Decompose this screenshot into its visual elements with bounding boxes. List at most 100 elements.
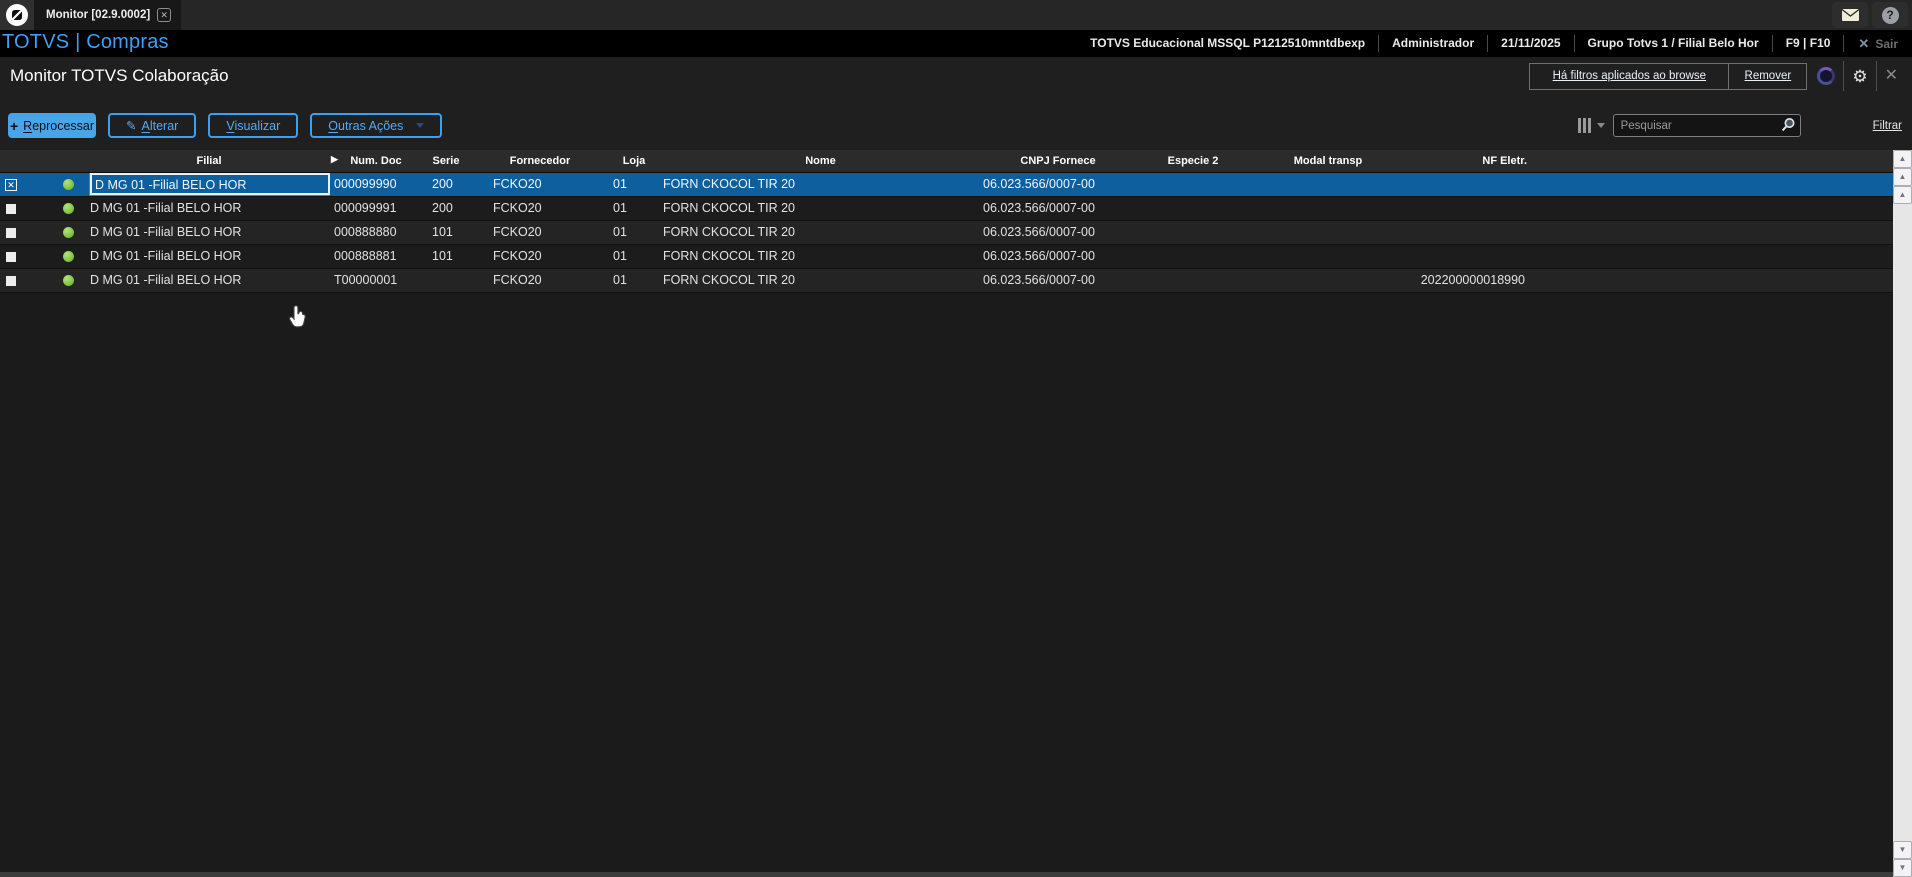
cell-select[interactable] [0, 268, 22, 292]
cell-fornecedor[interactable]: FCKO20 [493, 273, 542, 287]
filters-applied-link[interactable]: Há filtros aplicados ao browse [1552, 70, 1707, 82]
cell-especie2[interactable] [1133, 220, 1253, 244]
settings-button[interactable]: ⚙ [1852, 68, 1867, 85]
table-row[interactable]: D MG 01 -Filial BELO HOR T00000001 FCKO20 0… [0, 268, 1893, 292]
visualizar-button[interactable]: Visualizar [208, 113, 299, 138]
header-serie[interactable]: Serie [422, 150, 470, 173]
cell-filial[interactable]: D MG 01 -Filial BELO HOR [90, 273, 242, 287]
header-nome[interactable]: Nome [658, 150, 983, 173]
cell-fornecedor[interactable]: FCKO20 [493, 225, 542, 239]
cell-nome[interactable]: FORN CKOCOL TIR 20 [663, 273, 795, 287]
header-cnpj[interactable]: CNPJ Fornece [983, 150, 1133, 173]
cell-modal-transp[interactable] [1253, 220, 1403, 244]
cell-especie2[interactable] [1133, 268, 1253, 292]
cell-modal-transp[interactable] [1253, 244, 1403, 268]
cell-loja[interactable]: 01 [613, 273, 627, 287]
cell-cnpj[interactable]: 06.023.566/0007-00 [983, 249, 1095, 263]
checkbox-icon[interactable] [6, 275, 16, 286]
outras-acoes-button[interactable]: Outras Ações [310, 113, 443, 138]
mail-button[interactable] [1832, 2, 1868, 28]
help-button[interactable]: ? [1872, 2, 1908, 28]
cell-modal-transp[interactable] [1253, 268, 1403, 292]
cell-filial[interactable]: D MG 01 -Filial BELO HOR [90, 249, 242, 263]
header-fornecedor[interactable]: Fornecedor [470, 150, 610, 173]
cell-loja[interactable]: 01 [613, 249, 627, 263]
tab-monitor[interactable]: Monitor [02.9.0002] ✕ [34, 0, 182, 30]
cell-especie2[interactable] [1133, 244, 1253, 268]
scroll-up-button[interactable]: ▲ [1893, 150, 1912, 168]
cell-cnpj[interactable]: 06.023.566/0007-00 [983, 225, 1095, 239]
table-row[interactable]: D MG 01 -Filial BELO HOR 000888881 101 FCKO… [0, 244, 1893, 268]
cell-numdoc[interactable]: 000099991 [334, 201, 397, 215]
cell-serie[interactable]: 200 [432, 177, 453, 191]
cell-serie[interactable]: 101 [432, 225, 453, 239]
cell-especie2[interactable] [1133, 172, 1253, 196]
cell-numdoc[interactable]: 000099990 [334, 177, 397, 191]
horizontal-scrollbar[interactable] [0, 872, 1893, 877]
cell-select[interactable]: ✕ [0, 172, 22, 196]
header-nf-eletr[interactable]: NF Eletr. [1403, 150, 1535, 173]
totvs-logo[interactable] [0, 0, 34, 30]
cell-modal-transp[interactable] [1253, 196, 1403, 220]
cell-nf-eletr[interactable] [1403, 244, 1535, 268]
header-loja[interactable]: Loja [610, 150, 658, 173]
header-modal-transp[interactable]: Modal transp [1253, 150, 1403, 173]
cell-filial[interactable]: D MG 01 -Filial BELO HOR [90, 201, 242, 215]
scroll-up-button[interactable]: ▲ [1893, 186, 1912, 204]
column-settings-button[interactable] [1577, 118, 1605, 133]
checkbox-icon[interactable] [6, 251, 16, 262]
cell-loja[interactable]: 01 [613, 201, 627, 215]
cell-numdoc[interactable]: 000888880 [334, 225, 397, 239]
vertical-scrollbar[interactable]: ▲ ▲ ▲ ▼ ▼ [1893, 150, 1912, 877]
table-row[interactable]: D MG 01 -Filial BELO HOR 000099991 200 FCKO… [0, 196, 1893, 220]
cell-filial[interactable]: D MG 01 -Filial BELO HOR [88, 172, 330, 196]
cell-nf-eletr[interactable]: 202200000018990 [1420, 273, 1525, 287]
cell-loja[interactable]: 01 [613, 177, 627, 191]
cell-numdoc[interactable]: T00000001 [334, 273, 398, 287]
scroll-track[interactable] [1893, 204, 1912, 841]
header-filial[interactable]: Filial [88, 150, 330, 173]
cell-nome[interactable]: FORN CKOCOL TIR 20 [663, 177, 795, 191]
header-especie2[interactable]: Especie 2 [1133, 150, 1253, 173]
cell-cnpj[interactable]: 06.023.566/0007-00 [983, 273, 1095, 287]
cell-numdoc[interactable]: 000888881 [334, 249, 397, 263]
cell-especie2[interactable] [1133, 196, 1253, 220]
feedback-icon[interactable] [1817, 67, 1836, 85]
cell-serie[interactable] [422, 268, 470, 292]
cell-select[interactable] [0, 244, 22, 268]
cell-fornecedor[interactable]: FCKO20 [493, 249, 542, 263]
header-numdoc[interactable]: ▶ Num. Doc [330, 150, 422, 173]
table-row[interactable]: ✕ D MG 01 -Filial BELO HOR 000099990 200 FCK… [0, 172, 1893, 196]
search-input[interactable] [1612, 114, 1801, 137]
remove-filters-link[interactable]: Remover [1728, 63, 1806, 89]
cell-nome[interactable]: FORN CKOCOL TIR 20 [663, 249, 795, 263]
reprocessar-button[interactable]: + Reprocessar [8, 113, 96, 138]
scroll-down-button[interactable]: ▼ [1893, 841, 1912, 859]
focused-cell[interactable]: D MG 01 -Filial BELO HOR [89, 172, 330, 196]
cell-loja[interactable]: 01 [613, 225, 627, 239]
alterar-button[interactable]: ✎ Alterar [108, 113, 197, 138]
cell-fornecedor[interactable]: FCKO20 [493, 177, 542, 191]
cell-cnpj[interactable]: 06.023.566/0007-00 [983, 177, 1095, 191]
cell-cnpj[interactable]: 06.023.566/0007-00 [983, 201, 1095, 215]
cell-serie[interactable]: 101 [432, 249, 453, 263]
cell-nf-eletr[interactable] [1403, 220, 1535, 244]
cell-modal-transp[interactable] [1253, 172, 1403, 196]
cell-fornecedor[interactable]: FCKO20 [493, 201, 542, 215]
cell-nome[interactable]: FORN CKOCOL TIR 20 [663, 201, 795, 215]
cell-nf-eletr[interactable] [1403, 172, 1535, 196]
checkbox-checked-icon[interactable]: ✕ [5, 178, 17, 191]
cell-nome[interactable]: FORN CKOCOL TIR 20 [663, 225, 795, 239]
cell-select[interactable] [0, 196, 22, 220]
filtrar-link[interactable]: Filtrar [1872, 119, 1902, 132]
checkbox-icon[interactable] [6, 203, 16, 214]
checkbox-icon[interactable] [6, 227, 16, 238]
exit-button[interactable]: ✕ Sair [1843, 35, 1912, 52]
cell-nf-eletr[interactable] [1403, 196, 1535, 220]
cell-serie[interactable]: 200 [432, 201, 453, 215]
tab-close-icon[interactable]: ✕ [157, 8, 172, 22]
close-routine-button[interactable]: ✕ [1885, 68, 1906, 84]
scroll-up-button[interactable]: ▲ [1893, 168, 1912, 186]
cell-select[interactable] [0, 220, 22, 244]
table-row[interactable]: D MG 01 -Filial BELO HOR 000888880 101 FCKO… [0, 220, 1893, 244]
